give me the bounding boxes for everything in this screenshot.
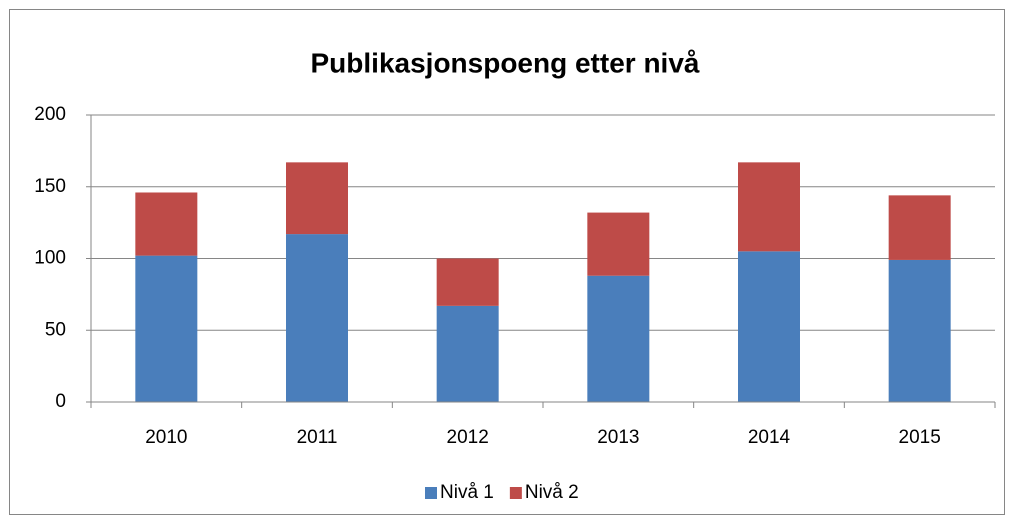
bar-segment bbox=[135, 255, 198, 402]
bar-segment bbox=[436, 258, 499, 306]
bar-segment bbox=[587, 275, 650, 402]
y-tick-label: 0 bbox=[55, 391, 66, 412]
x-tick-label: 2014 bbox=[748, 427, 791, 448]
y-tick-label: 100 bbox=[34, 248, 66, 269]
x-tick-label: 2015 bbox=[899, 427, 941, 448]
x-tick-label: 2013 bbox=[597, 427, 639, 448]
bar-segment bbox=[888, 259, 951, 402]
y-tick-label: 200 bbox=[34, 104, 66, 125]
legend-label: Nivå 1 bbox=[440, 482, 494, 503]
bar-segment bbox=[587, 212, 650, 276]
y-tick-label: 50 bbox=[45, 319, 66, 340]
bar-segment bbox=[436, 305, 499, 402]
bar-segment bbox=[888, 195, 951, 260]
bar-segment bbox=[738, 162, 800, 252]
bar-segment bbox=[286, 234, 348, 402]
legend-label: Nivå 2 bbox=[525, 482, 579, 503]
chart-title: Publikasjonspoeng etter nivå bbox=[311, 47, 700, 78]
x-tick-label: 2010 bbox=[145, 427, 187, 448]
bar-segment bbox=[286, 162, 348, 235]
bar-segment bbox=[135, 192, 198, 256]
legend-swatch bbox=[425, 487, 437, 499]
y-tick-label: 150 bbox=[34, 176, 66, 197]
x-tick-label: 2011 bbox=[297, 427, 338, 448]
bar-segment bbox=[738, 251, 800, 402]
x-tick-label: 2012 bbox=[447, 427, 489, 448]
legend-swatch bbox=[509, 487, 522, 499]
